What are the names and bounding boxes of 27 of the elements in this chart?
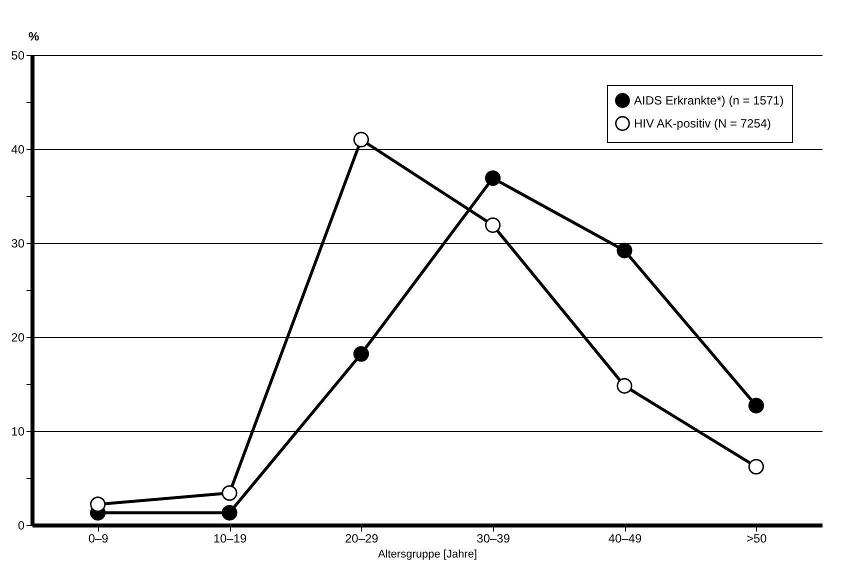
x-axis-title: Altersgruppe [Jahre]: [378, 548, 478, 560]
y-tick-label: 30: [11, 236, 25, 250]
point: [485, 217, 501, 233]
x-tick-label: 10–19: [213, 532, 248, 546]
x-tick-label: 30–39: [476, 532, 510, 546]
x-tick-label: >50: [746, 532, 768, 546]
y-tick-label: 10: [11, 424, 25, 438]
point: [353, 132, 369, 148]
y-tick-label: 50: [11, 48, 25, 62]
point: [748, 458, 764, 475]
point: [222, 485, 238, 501]
point: [485, 170, 501, 186]
point: [616, 378, 632, 394]
point: [222, 504, 238, 521]
point: [748, 398, 764, 414]
point: [616, 242, 632, 258]
legend-label: HIV AK-positiv (N = 7254): [634, 116, 772, 130]
x-tick-label: 40–49: [608, 532, 642, 546]
y-tick-label: 40: [11, 142, 25, 156]
legend-label: AIDS Erkrankte*) (n = 1571): [634, 94, 784, 108]
point: [90, 496, 106, 512]
y-axis-title: %: [28, 30, 40, 44]
x-tick-label: 0–9: [88, 532, 109, 546]
x-tick-label: 20–29: [344, 532, 379, 546]
y-tick-label: 0: [18, 518, 25, 532]
y-tick-label: 20: [11, 330, 25, 344]
point: [353, 346, 369, 362]
